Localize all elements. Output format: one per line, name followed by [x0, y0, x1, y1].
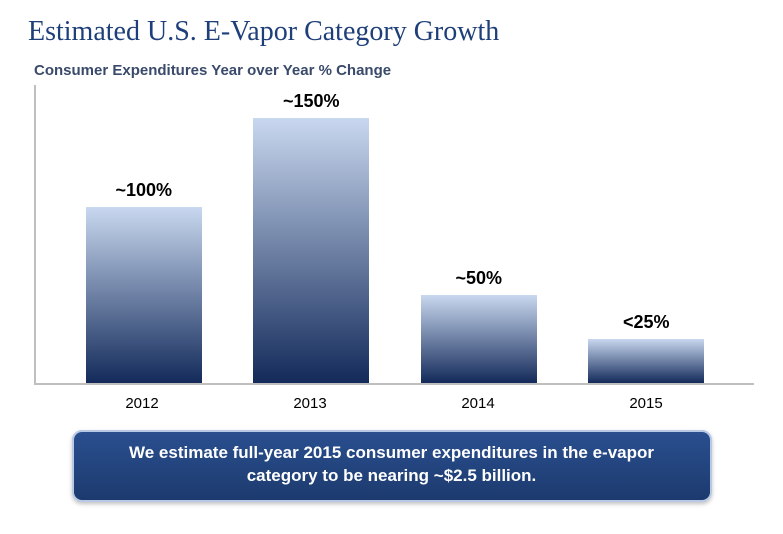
x-label: 2012	[72, 395, 212, 412]
bar-chart: ~100% ~150% ~50% <25%	[34, 85, 754, 385]
x-label: 2013	[240, 395, 380, 412]
bar-slot-2015: <25%	[576, 339, 716, 383]
bar-slot-2013: ~150%	[241, 118, 381, 383]
bar	[421, 295, 537, 383]
chart-subtitle: Consumer Expenditures Year over Year % C…	[34, 62, 755, 79]
chart-title: Estimated U.S. E-Vapor Category Growth	[28, 16, 755, 48]
x-label: 2014	[408, 395, 548, 412]
data-label: ~50%	[409, 268, 549, 289]
x-axis: 2012 2013 2014 2015	[34, 385, 754, 412]
bar	[588, 339, 704, 383]
bar	[253, 118, 369, 383]
data-label: <25%	[576, 312, 716, 333]
bar-slot-2014: ~50%	[409, 295, 549, 383]
data-label: ~100%	[74, 180, 214, 201]
bars-container: ~100% ~150% ~50% <25%	[36, 85, 754, 383]
data-label: ~150%	[241, 91, 381, 112]
bar-slot-2012: ~100%	[74, 207, 214, 383]
bar	[86, 207, 202, 383]
x-label: 2015	[576, 395, 716, 412]
callout-box: We estimate full-year 2015 consumer expe…	[72, 430, 712, 502]
